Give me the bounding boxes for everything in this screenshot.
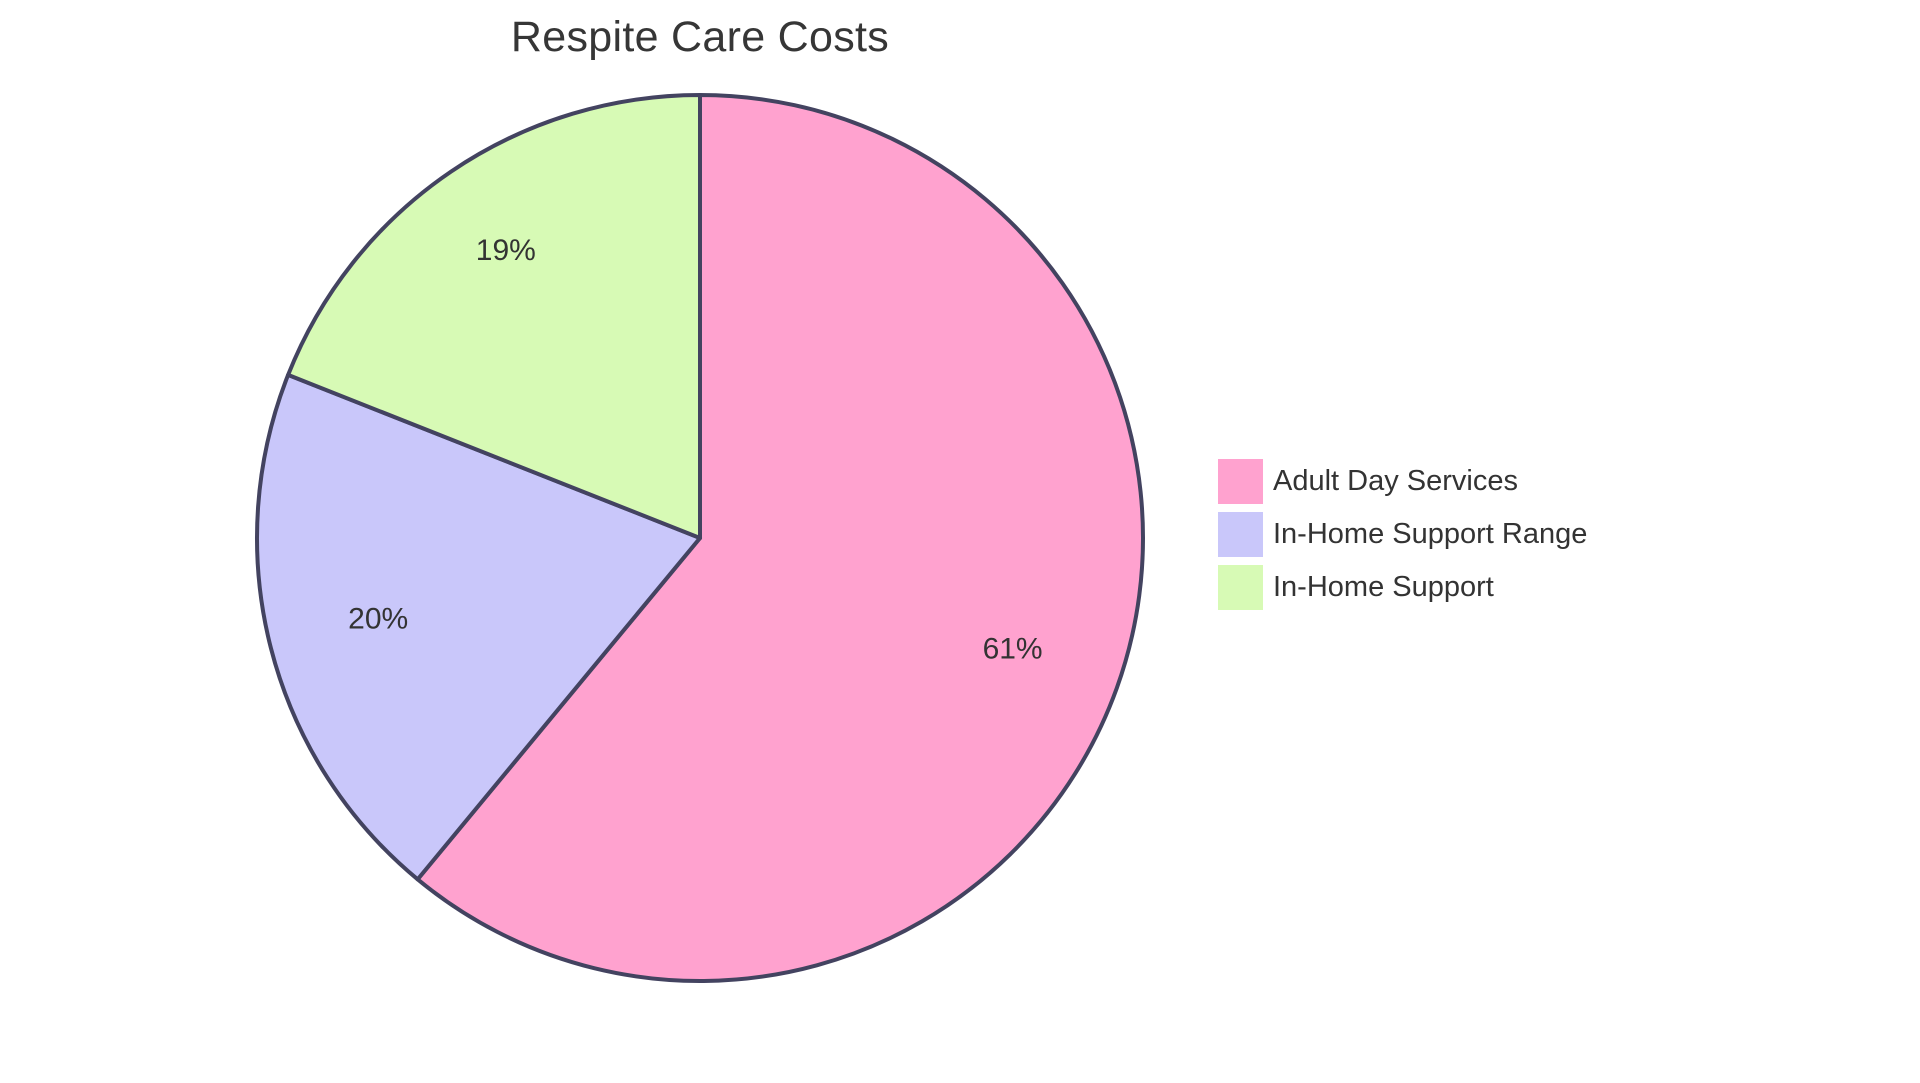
legend-label-in-home-support: In-Home Support xyxy=(1273,571,1494,603)
legend-item-adult-day-services: Adult Day Services xyxy=(1218,459,1587,504)
chart-title: Respite Care Costs xyxy=(510,13,890,61)
legend-label-adult-day-services: Adult Day Services xyxy=(1273,465,1518,497)
pie-slice-in-home-support-range xyxy=(255,372,702,882)
pie-chart: 61% 20% 19% xyxy=(255,93,1145,983)
pie-slice-pct-label-in-home-support-range: 20% xyxy=(348,603,408,636)
pie-slice-in-home-support xyxy=(286,93,702,540)
legend: Adult Day Services In-Home Support Range… xyxy=(1218,459,1587,610)
legend-item-in-home-support: In-Home Support xyxy=(1218,565,1587,610)
pie-slice-adult-day-services xyxy=(415,93,1145,983)
legend-swatch-in-home-support-range xyxy=(1218,512,1263,557)
pie-slice-pct-label-adult-day-services: 61% xyxy=(983,632,1043,665)
legend-label-in-home-support-range: In-Home Support Range xyxy=(1273,518,1588,550)
legend-item-in-home-support-range: In-Home Support Range xyxy=(1218,512,1587,557)
legend-swatch-adult-day-services xyxy=(1218,459,1263,504)
legend-swatch-in-home-support xyxy=(1218,565,1263,610)
pie-slice-pct-label-in-home-support: 19% xyxy=(476,234,536,267)
